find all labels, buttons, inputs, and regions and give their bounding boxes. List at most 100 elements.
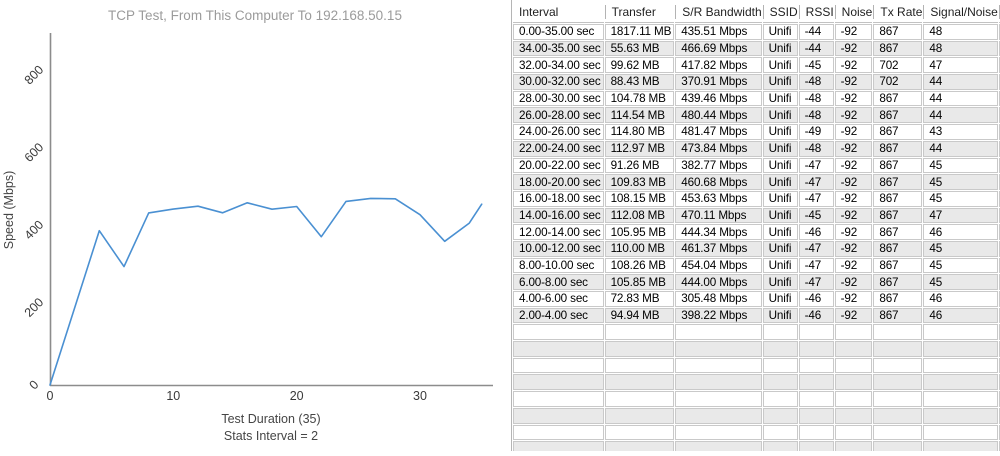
cell-tx-rate[interactable]: 867	[873, 274, 923, 290]
cell-sr-bandwidth[interactable]: 461.37 Mbps	[675, 240, 762, 257]
table-row[interactable]: 8.00-10.00 sec 108.26 MB 454.04 Mbps Unifi -…	[513, 257, 1000, 274]
cell-signal-noise[interactable]	[923, 341, 998, 357]
cell-rssi[interactable]: -46	[798, 224, 834, 240]
empty-row[interactable]	[513, 374, 1000, 391]
cell-signal-noise[interactable]: 47	[923, 57, 998, 74]
cell-filler[interactable]	[998, 307, 1000, 324]
cell-ssid[interactable]	[762, 424, 798, 441]
cell-sr-bandwidth[interactable]	[675, 357, 762, 374]
cell-ssid[interactable]	[762, 357, 798, 374]
cell-ssid[interactable]: Unifi	[762, 57, 798, 74]
cell-noise[interactable]	[834, 407, 873, 424]
cell-noise[interactable]	[834, 341, 873, 357]
cell-signal-noise[interactable]: 45	[923, 174, 998, 190]
cell-ssid[interactable]	[762, 391, 798, 407]
cell-tx-rate[interactable]	[873, 357, 923, 374]
table-row[interactable]: 14.00-16.00 sec 112.08 MB 470.11 Mbps Unifi…	[513, 207, 1000, 224]
cell-signal-noise[interactable]: 45	[923, 274, 998, 290]
cell-rssi[interactable]: -48	[798, 74, 834, 90]
cell-sr-bandwidth[interactable]	[675, 341, 762, 357]
cell-signal-noise[interactable]: 46	[923, 307, 998, 324]
cell-noise[interactable]: -92	[834, 57, 873, 74]
cell-rssi[interactable]: -47	[798, 174, 834, 190]
cell-interval[interactable]	[513, 441, 604, 451]
cell-noise[interactable]	[834, 391, 873, 407]
cell-noise[interactable]: -92	[834, 90, 873, 107]
cell-rssi[interactable]: -45	[798, 207, 834, 224]
cell-rssi[interactable]	[798, 424, 834, 441]
cell-filler[interactable]	[998, 341, 1000, 357]
cell-ssid[interactable]: Unifi	[762, 157, 798, 174]
cell-tx-rate[interactable]: 867	[873, 257, 923, 274]
cell-signal-noise[interactable]: 45	[923, 257, 998, 274]
cell-interval[interactable]: 32.00-34.00 sec	[513, 57, 604, 74]
cell-signal-noise[interactable]	[923, 324, 998, 341]
cell-rssi[interactable]: -46	[798, 307, 834, 324]
table-row[interactable]: 32.00-34.00 sec 99.62 MB 417.82 Mbps Unifi -…	[513, 57, 1000, 74]
cell-sr-bandwidth[interactable]	[675, 407, 762, 424]
cell-tx-rate[interactable]	[873, 391, 923, 407]
cell-noise[interactable]: -92	[834, 140, 873, 157]
cell-rssi[interactable]: -47	[798, 240, 834, 257]
cell-sr-bandwidth[interactable]: 453.63 Mbps	[675, 190, 762, 207]
cell-filler[interactable]	[998, 74, 1000, 90]
cell-ssid[interactable]	[762, 441, 798, 451]
cell-interval[interactable]: 2.00-4.00 sec	[513, 307, 604, 324]
cell-interval[interactable]: 30.00-32.00 sec	[513, 74, 604, 90]
cell-rssi[interactable]	[798, 407, 834, 424]
cell-interval[interactable]: 8.00-10.00 sec	[513, 257, 604, 274]
cell-rssi[interactable]: -48	[798, 140, 834, 157]
cell-ssid[interactable]: Unifi	[762, 124, 798, 140]
cell-rssi[interactable]: -47	[798, 257, 834, 274]
table-row[interactable]: 22.00-24.00 sec 112.97 MB 473.84 Mbps Unifi…	[513, 140, 1000, 157]
cell-transfer[interactable]: 55.63 MB	[604, 40, 675, 57]
cell-sr-bandwidth[interactable]: 370.91 Mbps	[675, 74, 762, 90]
empty-row[interactable]	[513, 407, 1000, 424]
cell-tx-rate[interactable]	[873, 374, 923, 391]
cell-rssi[interactable]: -45	[798, 57, 834, 74]
cell-noise[interactable]: -92	[834, 257, 873, 274]
cell-sr-bandwidth[interactable]: 398.22 Mbps	[675, 307, 762, 324]
cell-noise[interactable]: -92	[834, 124, 873, 140]
cell-filler[interactable]	[998, 207, 1000, 224]
cell-ssid[interactable]: Unifi	[762, 107, 798, 124]
cell-transfer[interactable]: 112.08 MB	[604, 207, 675, 224]
column-header-tx-rate[interactable]: Tx Rate	[873, 1, 923, 23]
cell-interval[interactable]	[513, 424, 604, 441]
table-row[interactable]: 20.00-22.00 sec 91.26 MB 382.77 Mbps Unifi -…	[513, 157, 1000, 174]
cell-filler[interactable]	[998, 357, 1000, 374]
cell-ssid[interactable]: Unifi	[762, 224, 798, 240]
cell-sr-bandwidth[interactable]: 466.69 Mbps	[675, 40, 762, 57]
cell-transfer[interactable]	[604, 374, 675, 391]
cell-filler[interactable]	[998, 24, 1000, 40]
empty-row[interactable]	[513, 324, 1000, 341]
cell-sr-bandwidth[interactable]: 305.48 Mbps	[675, 291, 762, 307]
cell-filler[interactable]	[998, 324, 1000, 341]
cell-noise[interactable]	[834, 374, 873, 391]
cell-sr-bandwidth[interactable]	[675, 391, 762, 407]
cell-interval[interactable]: 10.00-12.00 sec	[513, 240, 604, 257]
cell-rssi[interactable]: -48	[798, 90, 834, 107]
cell-signal-noise[interactable]: 48	[923, 24, 998, 40]
cell-noise[interactable]: -92	[834, 40, 873, 57]
cell-ssid[interactable]: Unifi	[762, 74, 798, 90]
cell-sr-bandwidth[interactable]: 473.84 Mbps	[675, 140, 762, 157]
cell-filler[interactable]	[998, 374, 1000, 391]
cell-transfer[interactable]: 94.94 MB	[604, 307, 675, 324]
cell-filler[interactable]	[998, 90, 1000, 107]
table-row[interactable]: 34.00-35.00 sec 55.63 MB 466.69 Mbps Unifi -…	[513, 40, 1000, 57]
cell-filler[interactable]	[998, 441, 1000, 451]
cell-transfer[interactable]: 88.43 MB	[604, 74, 675, 90]
cell-transfer[interactable]: 72.83 MB	[604, 291, 675, 307]
cell-signal-noise[interactable]: 47	[923, 207, 998, 224]
cell-transfer[interactable]	[604, 391, 675, 407]
cell-ssid[interactable]: Unifi	[762, 24, 798, 40]
cell-transfer[interactable]: 108.26 MB	[604, 257, 675, 274]
table-row[interactable]: 2.00-4.00 sec 94.94 MB 398.22 Mbps Unifi -46…	[513, 307, 1000, 324]
cell-rssi[interactable]	[798, 357, 834, 374]
cell-noise[interactable]: -92	[834, 190, 873, 207]
cell-interval[interactable]: 16.00-18.00 sec	[513, 190, 604, 207]
cell-tx-rate[interactable]: 867	[873, 107, 923, 124]
cell-filler[interactable]	[998, 391, 1000, 407]
empty-row[interactable]	[513, 441, 1000, 451]
